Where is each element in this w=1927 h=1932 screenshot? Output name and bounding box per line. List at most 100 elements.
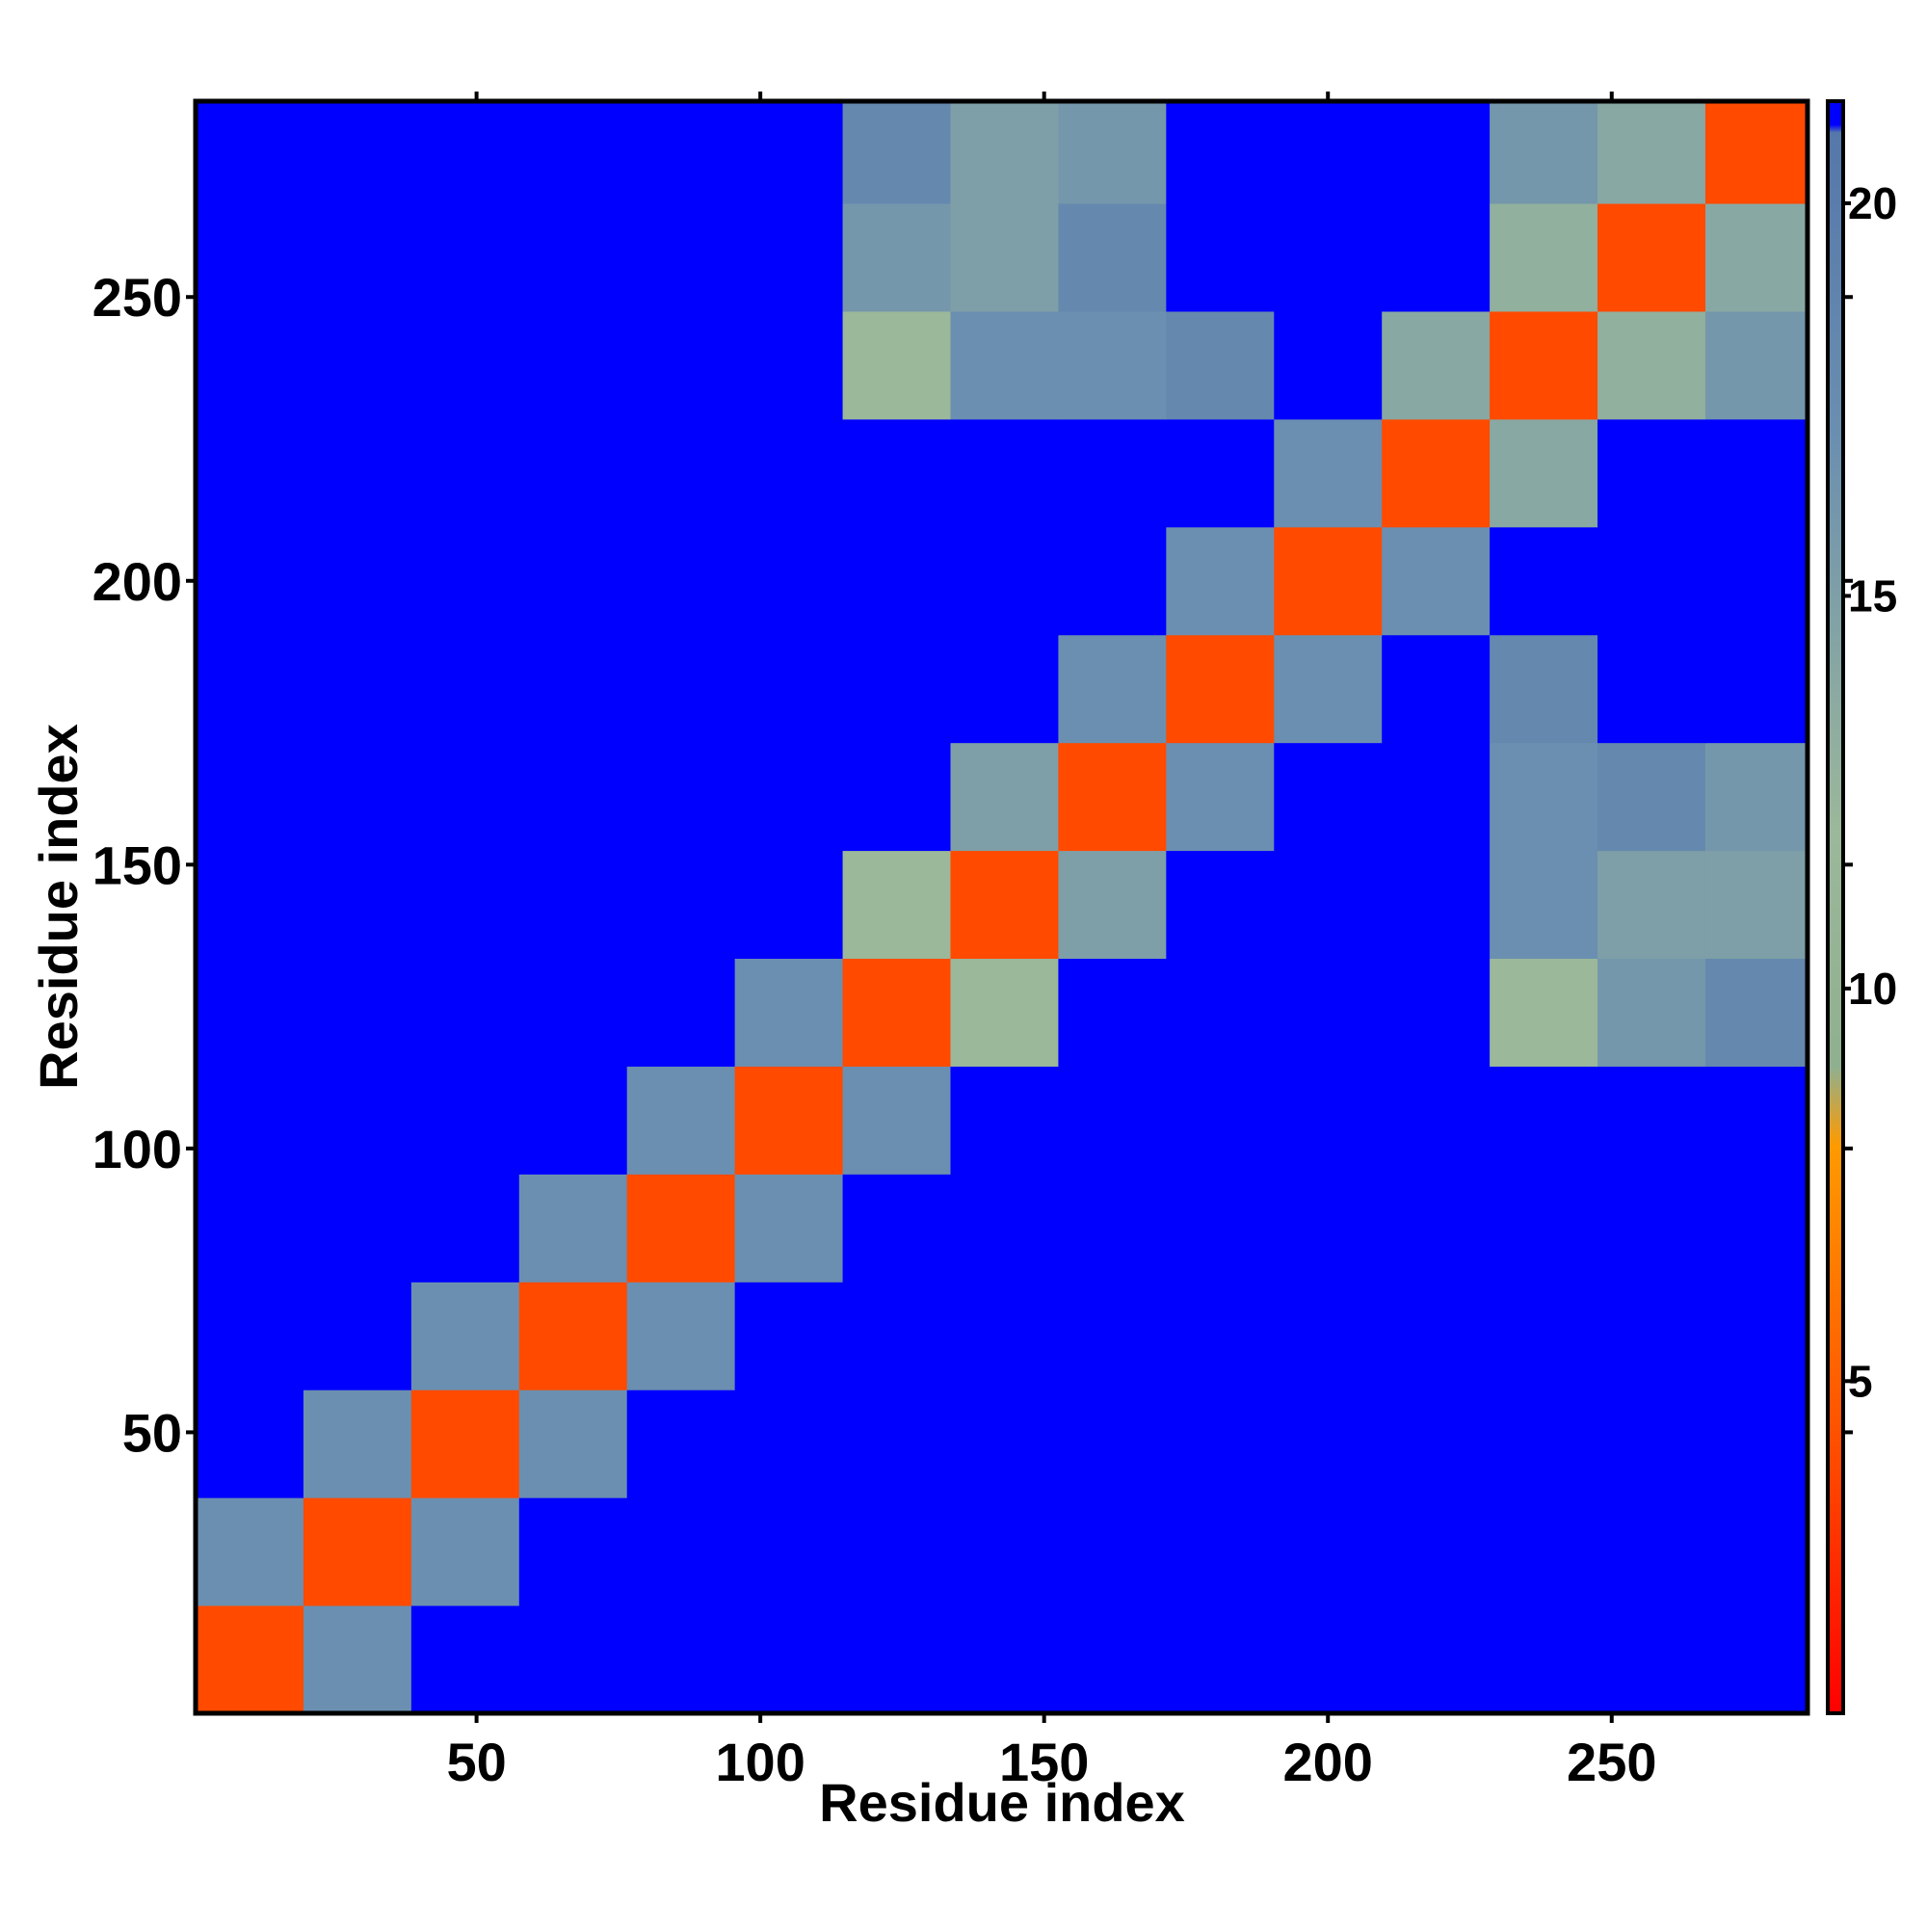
heatmap-cell xyxy=(1597,1497,1706,1606)
heatmap-cell xyxy=(1166,634,1275,744)
heatmap-cell xyxy=(410,1174,520,1283)
heatmap-cell xyxy=(1274,634,1383,744)
y-tick-label: 200 xyxy=(92,551,182,612)
heatmap-cell xyxy=(196,418,304,528)
heatmap-cell xyxy=(1058,101,1167,204)
heatmap-cell xyxy=(1274,1282,1383,1390)
heatmap-cell xyxy=(1382,850,1491,960)
heatmap-cell xyxy=(1382,1605,1491,1713)
heatmap-cell xyxy=(1490,203,1598,312)
heatmap-cell xyxy=(1704,1497,1808,1606)
heatmap-cell xyxy=(1166,742,1275,852)
heatmap-cell xyxy=(518,850,628,960)
heatmap-cell xyxy=(303,203,412,312)
heatmap-cell xyxy=(1382,1497,1491,1606)
heatmap-cell xyxy=(410,1066,520,1175)
heatmap-cell xyxy=(518,418,628,528)
y-tick-label: 50 xyxy=(122,1402,182,1463)
heatmap-cell xyxy=(303,418,412,528)
heatmap-cell xyxy=(950,1389,1059,1498)
heatmap-cell xyxy=(1058,526,1167,636)
heatmap-cell xyxy=(1597,1066,1706,1175)
heatmap-cell xyxy=(410,1282,520,1390)
heatmap-cell xyxy=(842,1282,951,1390)
heatmap-cell xyxy=(626,1174,736,1283)
heatmap-cell xyxy=(842,418,951,528)
heatmap-cell xyxy=(734,634,844,744)
heatmap-cell xyxy=(1166,526,1275,636)
heatmap-cell xyxy=(1704,310,1808,420)
y-tick-label: 100 xyxy=(92,1119,182,1179)
heatmap-cell xyxy=(842,1605,951,1713)
heatmap-cell xyxy=(518,742,628,852)
x-tick-label: 100 xyxy=(715,1732,805,1792)
x-tick-label: 250 xyxy=(1567,1732,1656,1792)
heatmap-cell xyxy=(303,1605,412,1713)
heatmap-cell xyxy=(1597,742,1706,852)
heatmap-cell xyxy=(842,1174,951,1283)
heatmap-cell xyxy=(842,958,951,1067)
heatmap-cell xyxy=(1597,850,1706,960)
heatmap-cell xyxy=(410,958,520,1067)
heatmap-cell xyxy=(734,1605,844,1713)
heatmap-cell xyxy=(196,958,304,1067)
heatmap-cell xyxy=(1274,742,1383,852)
heatmap-cell xyxy=(410,310,520,420)
heatmap-cell xyxy=(410,1389,520,1498)
heatmap-cell xyxy=(196,1174,304,1283)
heatmap-cell xyxy=(1704,1066,1808,1175)
heatmap-cell xyxy=(626,418,736,528)
heatmap-cell xyxy=(303,958,412,1067)
heatmap-cell xyxy=(1704,1282,1808,1390)
heatmap-cell xyxy=(734,1174,844,1283)
heatmap-cell xyxy=(1704,958,1808,1067)
heatmap-cell xyxy=(1058,310,1167,420)
heatmap-cell xyxy=(1166,958,1275,1067)
heatmap-cell xyxy=(1382,310,1491,420)
heatmap-cell xyxy=(1274,526,1383,636)
heatmap-cell xyxy=(1382,1066,1491,1175)
heatmap-cell xyxy=(734,101,844,204)
heatmap-cell xyxy=(518,634,628,744)
heatmap-cell xyxy=(626,526,736,636)
heatmap-cell xyxy=(518,1605,628,1713)
heatmap-cell xyxy=(950,1605,1059,1713)
heatmap-cell xyxy=(1704,203,1808,312)
heatmap-cell xyxy=(842,101,951,204)
heatmap-cell xyxy=(1597,310,1706,420)
heatmap-cell xyxy=(1058,1282,1167,1390)
y-tick-label: 250 xyxy=(92,267,182,328)
heatmap-cell xyxy=(1166,850,1275,960)
heatmap-cell xyxy=(734,1497,844,1606)
heatmap-cell xyxy=(303,850,412,960)
heatmap-cell xyxy=(1058,1497,1167,1606)
heatmap-cell xyxy=(410,1497,520,1606)
heatmap-cell xyxy=(1382,526,1491,636)
heatmap-cell xyxy=(196,634,304,744)
heatmap-cell xyxy=(1490,101,1598,204)
heatmap-cell xyxy=(734,203,844,312)
heatmap xyxy=(196,101,1808,1713)
heatmap-cell xyxy=(518,1066,628,1175)
heatmap-cell xyxy=(303,1389,412,1498)
heatmap-cell xyxy=(950,101,1059,204)
heatmap-cell xyxy=(950,634,1059,744)
heatmap-cell xyxy=(950,1066,1059,1175)
heatmap-cell xyxy=(950,1497,1059,1606)
heatmap-cell xyxy=(1490,1282,1598,1390)
heatmap-cell xyxy=(196,1066,304,1175)
heatmap-cell xyxy=(842,742,951,852)
heatmap-cell xyxy=(303,1066,412,1175)
heatmap-cell xyxy=(1274,101,1383,204)
heatmap-cell xyxy=(950,310,1059,420)
heatmap-cell xyxy=(626,1066,736,1175)
heatmap-cell xyxy=(734,1389,844,1498)
heatmap-cell xyxy=(1382,418,1491,528)
heatmap-cell xyxy=(950,526,1059,636)
heatmap-cell xyxy=(1274,1389,1383,1498)
heatmap-cell xyxy=(1058,418,1167,528)
heatmap-cell xyxy=(1704,634,1808,744)
heatmap-cell xyxy=(842,310,951,420)
x-tick-label: 150 xyxy=(999,1732,1089,1792)
heatmap-cell xyxy=(1597,1282,1706,1390)
